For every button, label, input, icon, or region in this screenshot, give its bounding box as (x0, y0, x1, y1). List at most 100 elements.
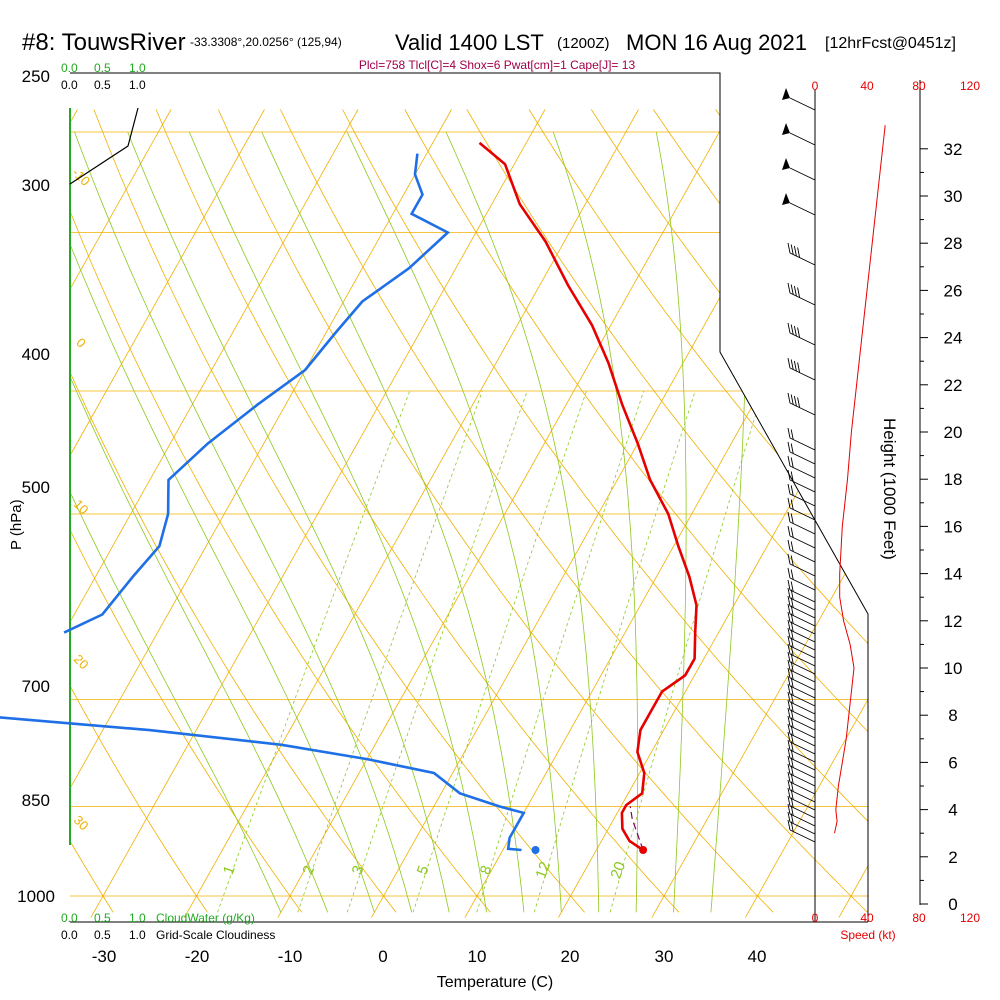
cloudiness-tick-top-1: 0.5 (94, 78, 111, 92)
isotherm-line (464, 109, 868, 918)
wind-barb-feather (787, 819, 791, 831)
wind-barb-feather (790, 569, 794, 580)
wind-barb-feather (797, 362, 801, 373)
surface-dewpoint-dot (531, 846, 540, 854)
moist-adiabat-line (261, 131, 525, 913)
speed-tick-top-80: 80 (912, 79, 926, 93)
dry-adiabat-line (93, 109, 585, 913)
x-axis-label: Temperature (C) (437, 974, 553, 991)
x-tick-30: 30 (655, 947, 674, 966)
y-tick-400: 400 (22, 345, 50, 364)
zulu-time: (1200Z) (557, 35, 610, 52)
mixing-ratio-line (346, 390, 528, 913)
dry-adiabat-line (155, 109, 680, 913)
forecast-info: [12hrFcst@0451z] (825, 35, 956, 52)
wind-barb-feather (790, 555, 794, 566)
wind-barb (789, 613, 816, 627)
isotherm-line (184, 109, 639, 918)
wind-barb (789, 773, 816, 787)
speed-tick-bottom-40: 40 (860, 911, 874, 925)
wind-barb (789, 709, 816, 723)
height-tick-label: 10 (944, 659, 963, 678)
wind-barb-feather (787, 675, 791, 687)
speed-tick-bottom-120: 120 (960, 911, 980, 925)
dry-adiabat-line (715, 109, 868, 913)
cloudiness-tick-top-0: 0.0 (61, 78, 78, 92)
dry-adiabat-line (70, 109, 303, 913)
wind-barb (789, 97, 816, 111)
wind-barb-feather (797, 247, 801, 258)
valid-time: Valid 1400 LST (395, 30, 544, 55)
wind-barb (789, 252, 816, 266)
wind-barb-feather (787, 322, 791, 334)
wind-barb (789, 577, 816, 591)
wind-barb (789, 292, 816, 306)
y-tick-300: 300 (22, 176, 50, 195)
wind-barb (789, 597, 816, 611)
wind-barb (789, 813, 816, 827)
mixing-ratio-line (412, 390, 587, 913)
moist-adiabat-line (552, 131, 639, 913)
wind-barb-feather (787, 715, 791, 727)
cloudwater-tick-bottom-1: 0.5 (94, 911, 111, 925)
wind-barb (789, 645, 816, 659)
temperature-axis: -30 -20 -10 0 10 20 30 40 Temperature (C… (92, 947, 767, 991)
wind-barb-feather (787, 611, 791, 623)
x-tick-neg10: -10 (278, 947, 303, 966)
wind-barb (789, 493, 816, 507)
wind-barb-feather (793, 325, 797, 337)
isotherm-line (70, 109, 265, 918)
speed-tick-top-0: 0 (812, 79, 819, 93)
wind-barb-feather (787, 811, 791, 823)
wind-barb (789, 521, 816, 535)
dry-adiabat-line (902, 110, 1000, 913)
wind-barb (789, 669, 816, 683)
cloudiness-label: Grid-Scale Cloudiness (156, 928, 275, 942)
dewpoint-line-2 (63, 153, 451, 634)
cloudiness-tick-bottom-1: 0.5 (94, 928, 111, 942)
speed-tick-bottom-80: 80 (912, 911, 926, 925)
wind-barb-feather (787, 707, 791, 719)
wind-barb-feather (787, 683, 791, 695)
wind-barb-feather (787, 779, 791, 791)
isotherm-line (70, 109, 172, 918)
dry-adiabat-label-left: 0 (73, 335, 89, 351)
wind-barb (789, 733, 816, 747)
wind-barb-feather (787, 763, 791, 775)
wind-barb-feather (787, 691, 791, 703)
dry-adiabat-line (280, 109, 868, 913)
height-tick-label: 2 (948, 848, 957, 867)
wind-barb-feather (787, 667, 791, 679)
height-tick-label: 30 (944, 187, 963, 206)
dry-adiabat-line (70, 109, 208, 913)
height-tick-label: 12 (944, 612, 963, 631)
isotherm-line (70, 109, 359, 918)
height-tick-label: 20 (944, 423, 963, 442)
wind-barb-feather (790, 499, 794, 510)
wind-barb-feather (790, 359, 794, 370)
isotherm-line (70, 109, 452, 918)
moist-adiabat-line (188, 131, 487, 913)
cloudwater-tick-top-0: 0.0 (61, 61, 78, 75)
wind-barb (789, 563, 816, 577)
dry-adiabat-line (404, 109, 868, 913)
wind-barb (789, 202, 816, 216)
wind-barb-feather (787, 595, 791, 607)
height-axis: Height (1000 Feet) 024681012141618202224… (880, 80, 962, 914)
wind-barb-feather (787, 787, 791, 799)
x-tick-neg20: -20 (185, 947, 210, 966)
x-tick-0: 0 (378, 947, 387, 966)
stability-indices: Plcl=758 Tlcl[C]=4 Shox=6 Pwat[cm]=1 Cap… (359, 58, 636, 72)
cloudwater-tick-bottom-0: 0.0 (61, 911, 78, 925)
wind-barb (789, 717, 816, 731)
y-tick-1000: 1000 (17, 887, 55, 906)
wind-barb-feather (787, 455, 791, 467)
wind-barb-feather (787, 651, 791, 663)
wind-barb-feather (787, 755, 791, 767)
wind-barb-feather (787, 567, 791, 579)
height-tick-label: 4 (948, 801, 957, 820)
cloudiness-tick-top-2: 1.0 (129, 78, 146, 92)
wind-barb-feather (793, 285, 797, 297)
